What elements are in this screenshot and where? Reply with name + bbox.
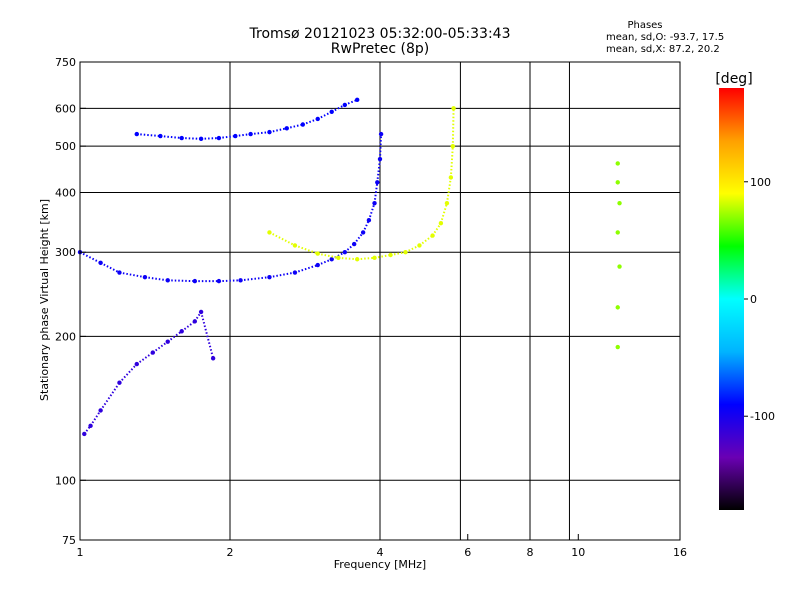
data-trace-segment [294, 244, 319, 255]
data-trace-segment [317, 252, 339, 259]
data-point [267, 129, 272, 135]
data-point [165, 278, 170, 283]
data-trace-segment [218, 135, 236, 140]
data-point [336, 255, 341, 261]
data-trace-segment [89, 409, 102, 427]
data-trace-segment [79, 251, 102, 264]
colorbar-tick-label: 100 [750, 176, 771, 189]
y-tick-label: 750 [55, 56, 76, 69]
data-trace-segment [317, 258, 333, 266]
data-trace-segment [136, 133, 161, 138]
data-point [267, 274, 272, 280]
phase-stat-o: mean, sd,O: -93.7, 17.5 [606, 32, 725, 43]
data-trace-segment [119, 271, 146, 279]
data-trace-segment [418, 234, 434, 247]
data-trace-segment [390, 251, 406, 256]
data-points [77, 97, 622, 437]
data-trace-segment [374, 254, 391, 259]
y-tick-label: 400 [55, 186, 76, 199]
colorbar-gradient [719, 88, 744, 510]
colorbar-tick-label: 0 [750, 293, 757, 306]
data-point [354, 97, 360, 103]
data-trace-segment [240, 276, 270, 282]
data-trace-segment [100, 261, 120, 274]
grid-lines [80, 62, 680, 540]
data-point [378, 131, 384, 137]
data-point [615, 305, 620, 310]
data-trace-segment [160, 135, 182, 140]
phase-stat-x: mean, sd,X: 87.2, 20.2 [606, 44, 720, 55]
data-trace-segment [376, 158, 381, 183]
chart-subtitle: RwPretec (8p) [330, 41, 430, 57]
data-trace-segment [269, 127, 287, 134]
x-tick-label: 16 [673, 546, 687, 559]
data-trace-segment [144, 276, 168, 282]
data-trace-segment [181, 320, 196, 333]
x-tick-label: 6 [464, 546, 471, 559]
data-trace-segment [367, 202, 376, 221]
data-trace-segment [344, 98, 358, 106]
data-trace-segment [235, 133, 251, 138]
data-point [210, 356, 216, 361]
data-point [617, 200, 622, 206]
y-tick-label: 200 [55, 330, 76, 343]
x-tick-label: 1 [77, 546, 84, 559]
colorbar-label: [deg] [715, 71, 752, 87]
y-tick-label: 600 [55, 102, 76, 115]
data-trace-segment [118, 363, 138, 384]
data-point [451, 106, 456, 111]
data-trace-segment [445, 177, 452, 204]
data-point [615, 180, 620, 185]
x-tick-label: 4 [377, 546, 384, 559]
y-tick-label: 500 [55, 140, 76, 153]
data-trace-segment [362, 219, 370, 233]
data-trace-segment [200, 311, 215, 359]
phase-colorbar: 100 0 -100 [719, 88, 775, 510]
data-trace-segment [431, 222, 442, 237]
x-tick-label: 8 [527, 546, 534, 559]
data-trace-segment [405, 244, 420, 254]
y-tick-label: 75 [62, 534, 76, 547]
data-trace-segment [302, 118, 319, 126]
data-trace-segment [331, 104, 346, 113]
x-axis-label: Frequency [MHz] [334, 558, 426, 571]
phase-stats-title: Phases [627, 20, 663, 31]
data-trace-segment [451, 108, 455, 147]
data-point [444, 200, 450, 206]
data-point [615, 344, 620, 350]
x-axis: 1 2 4 6 8 10 16 [77, 534, 687, 559]
data-trace-segment [201, 137, 219, 140]
data-trace-segment [317, 110, 333, 120]
y-axis-label: Stationary phase Virtual Height [km] [38, 199, 51, 401]
colorbar-tick-label: -100 [750, 410, 775, 423]
y-tick-label: 300 [55, 246, 76, 259]
y-tick-label: 100 [55, 474, 76, 487]
chart-title: Tromsø 20121023 05:32:00-05:33:43 [249, 26, 511, 42]
x-tick-label: 10 [571, 546, 585, 559]
data-point [417, 243, 422, 248]
x-tick-label: 2 [227, 546, 234, 559]
data-trace-segment [269, 271, 296, 279]
data-trace-segment [379, 134, 383, 160]
data-trace-segment [353, 231, 364, 245]
data-point [615, 230, 620, 235]
data-trace-segment [152, 340, 169, 354]
data-point [615, 161, 620, 166]
data-trace-segment [286, 123, 304, 130]
data-trace-segment [294, 264, 319, 274]
data-point [617, 264, 622, 269]
data-trace-segment [167, 279, 195, 283]
data-trace-segment [357, 256, 375, 261]
data-trace-segment [218, 279, 241, 283]
data-trace-segment [269, 231, 296, 247]
data-trace-segment [167, 330, 183, 343]
y-axis: 75 100 200 300 400 500 600 750 [55, 56, 86, 547]
